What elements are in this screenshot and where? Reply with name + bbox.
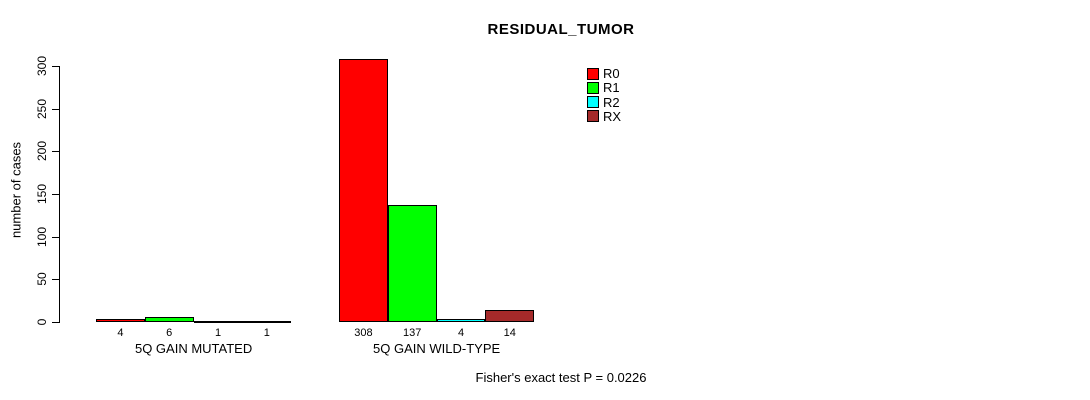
legend-item-r0: R0	[587, 66, 620, 81]
bar-value-label: 1	[214, 327, 222, 339]
bar-rx-group2	[485, 310, 535, 322]
chart-title: RESIDUAL_TUMOR	[487, 21, 635, 38]
bar-value-label: 6	[166, 327, 173, 339]
y-axis-line	[59, 66, 60, 323]
legend-item-r2: R2	[587, 95, 620, 110]
bar-r0-group1	[96, 318, 145, 322]
legend-label: R2	[603, 94, 620, 110]
legend-swatch-icon	[587, 96, 599, 109]
legend-label: R1	[603, 80, 620, 96]
y-tick-label: 150	[35, 183, 49, 205]
legend-item-r1: R1	[587, 80, 620, 95]
bar-value-label: 1	[263, 327, 270, 339]
fisher-test-annotation: Fisher's exact test P = 0.0226	[475, 370, 647, 385]
bar-r1-group2	[387, 205, 437, 322]
legend-swatch-icon	[587, 67, 599, 80]
y-tick-mark	[52, 66, 59, 67]
x-group-label: 5Q GAIN WILD-TYPE	[373, 341, 501, 356]
bar-value-label: 4	[457, 327, 465, 339]
y-tick-mark	[52, 108, 59, 110]
legend-label: RX	[603, 108, 622, 124]
legend-swatch-icon	[587, 81, 599, 94]
legend-item-rx: RX	[587, 109, 621, 124]
y-tick-label: 0	[35, 318, 49, 326]
y-tick-mark	[52, 322, 59, 323]
bar-r0-group2	[339, 59, 388, 322]
y-tick-label: 100	[35, 226, 49, 247]
y-tick-mark	[52, 194, 59, 195]
y-tick-label: 200	[35, 141, 49, 162]
legend-label: R0	[603, 66, 620, 81]
y-tick-label: 250	[35, 98, 49, 119]
y-tick-label: 300	[35, 55, 49, 77]
bar-r1-group1	[144, 316, 194, 322]
x-group-label: 5Q GAIN MUTATED	[134, 341, 253, 356]
y-tick-label: 50	[35, 272, 49, 287]
bar-rx-group1	[242, 321, 292, 323]
bar-value-label: 308	[354, 327, 373, 339]
bar-r2-group2	[436, 318, 486, 322]
legend-swatch-icon	[587, 110, 599, 123]
bar-value-label: 137	[403, 327, 422, 339]
bar-r2-group1	[193, 321, 243, 323]
y-tick-mark	[52, 279, 59, 281]
bar-value-label: 4	[117, 327, 124, 339]
bar-value-label: 14	[503, 327, 516, 339]
y-tick-mark	[52, 236, 59, 238]
y-tick-mark	[52, 151, 59, 153]
y-axis-label: number of cases	[8, 141, 24, 239]
